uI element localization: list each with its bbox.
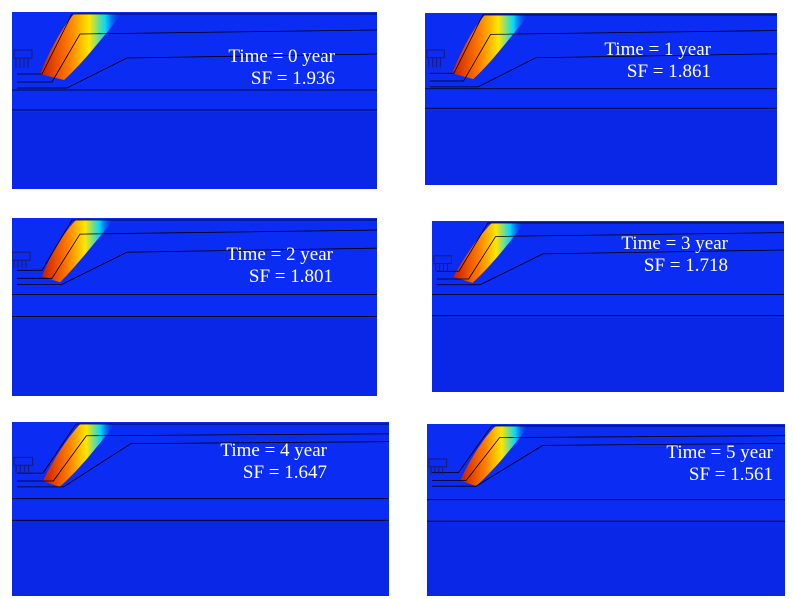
contour-plot <box>425 13 777 185</box>
rig-icon <box>13 49 33 68</box>
shear-band <box>460 425 530 487</box>
rig-icon <box>428 458 448 475</box>
panel-caption: Time = 1 year SF = 1.861 <box>604 39 711 83</box>
contour-line <box>429 53 777 88</box>
deep-layer <box>425 110 777 185</box>
contour-panel-time-2: Time = 2 year SF = 1.801 <box>12 218 377 396</box>
time-label: Time = 3 year <box>621 233 728 254</box>
contour-line <box>429 30 777 82</box>
contour-line <box>17 247 377 285</box>
panel-caption: Time = 4 year SF = 1.647 <box>220 440 327 484</box>
sf-label: SF = 1.861 <box>626 61 711 82</box>
deep-layer <box>12 112 377 189</box>
contour-plot <box>12 12 377 189</box>
deep-layer <box>12 318 377 396</box>
sf-label: SF = 1.718 <box>643 255 728 276</box>
contour-plot <box>432 221 784 392</box>
panel-caption: Time = 0 year SF = 1.936 <box>228 46 335 90</box>
sf-label: SF = 1.801 <box>248 266 333 287</box>
contour-line <box>17 13 377 75</box>
contour-plot <box>12 422 389 596</box>
contour-line <box>17 219 377 271</box>
time-label: Time = 4 year <box>220 440 327 461</box>
contour-line <box>17 441 389 488</box>
sf-label: SF = 1.936 <box>250 68 335 89</box>
rig-icon <box>426 49 445 68</box>
contour-line <box>429 14 777 74</box>
time-label: Time = 2 year <box>226 244 333 265</box>
shear-band <box>453 222 525 283</box>
shear-band <box>42 220 114 283</box>
contour-line <box>17 229 377 279</box>
rig-icon <box>13 456 34 474</box>
shear-band <box>42 423 116 487</box>
contour-line <box>17 433 389 482</box>
rig-icon <box>12 251 31 269</box>
deep-layer <box>12 520 389 596</box>
contour-panel-time-1: Time = 1 year SF = 1.861 <box>425 13 777 185</box>
contour-plot <box>12 218 377 396</box>
sf-label: SF = 1.561 <box>688 464 773 485</box>
sf-label: SF = 1.647 <box>242 462 327 483</box>
shear-band <box>452 14 530 80</box>
shear-band <box>40 14 122 80</box>
time-label: Time = 1 year <box>604 39 711 60</box>
contour-line <box>17 423 389 474</box>
rig-icon <box>433 255 452 272</box>
contour-line <box>431 435 785 481</box>
deep-layer <box>427 521 785 596</box>
panel-caption: Time = 5 year SF = 1.561 <box>666 442 773 486</box>
panel-caption: Time = 3 year SF = 1.718 <box>621 233 728 277</box>
contour-line <box>436 232 784 280</box>
panel-caption: Time = 2 year SF = 1.801 <box>226 244 333 288</box>
contour-panel-time-5: Time = 5 year SF = 1.561 <box>427 424 785 596</box>
contour-panel-time-4: Time = 4 year SF = 1.647 <box>12 422 389 596</box>
contour-panel-time-0: Time = 0 year SF = 1.936 <box>12 12 377 189</box>
time-label: Time = 0 year <box>228 46 335 67</box>
contour-plot <box>427 424 785 596</box>
contour-line <box>431 425 785 473</box>
contour-panel-time-3: Time = 3 year SF = 1.718 <box>432 221 784 392</box>
time-label: Time = 5 year <box>666 442 773 463</box>
contour-line <box>17 53 377 89</box>
contour-line <box>17 29 377 83</box>
contour-line <box>431 443 785 487</box>
contour-line <box>436 249 784 286</box>
deep-layer <box>432 317 784 392</box>
